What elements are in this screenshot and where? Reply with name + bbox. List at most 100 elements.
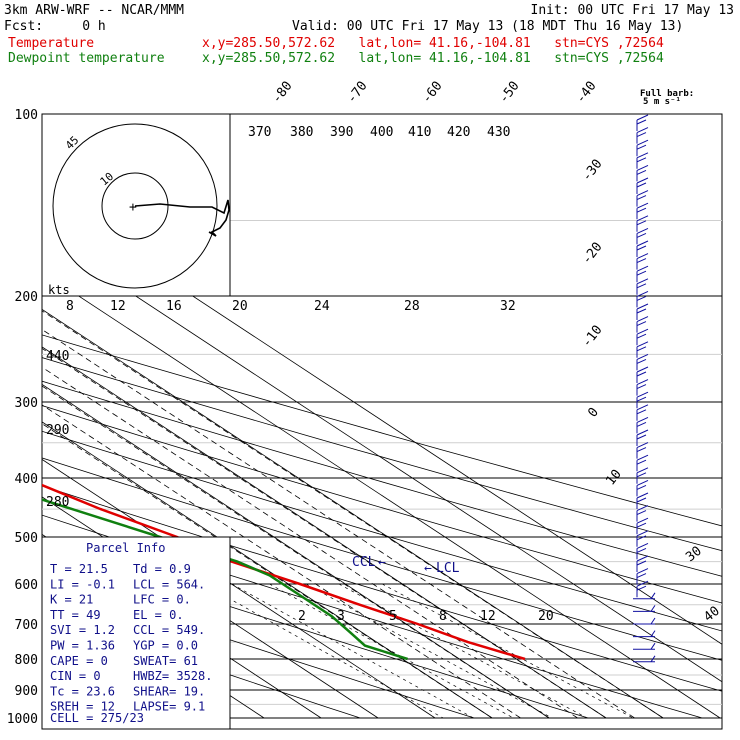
wind-barb — [633, 592, 656, 600]
wind-barb — [636, 177, 649, 194]
mixing-ratio-label: 3 — [337, 609, 345, 624]
temperature-profile — [42, 483, 526, 661]
mixing-ratio-line — [305, 583, 553, 719]
wind-barb — [636, 479, 649, 497]
model-title: 3km ARW-WRF -- NCAR/MMM — [4, 3, 185, 18]
wind-barb — [636, 391, 649, 409]
wind-barb — [636, 278, 649, 295]
isotherm-label: -60 — [419, 79, 445, 107]
parcel-stat-left: PW = 1.36 — [50, 639, 115, 653]
dry-adiabat — [42, 577, 475, 719]
pressure-label-1000: 1000 — [7, 712, 38, 727]
init-time: Init: 00 UTC Fri 17 May 13 — [530, 3, 735, 18]
mixing-ratio-label: 12 — [480, 609, 496, 624]
wind-barb — [636, 530, 649, 547]
parcel-stat-left: Tc = 23.6 — [50, 684, 115, 698]
lcl-marker: LCL — [436, 561, 460, 576]
pressure-label-500: 500 — [15, 531, 38, 546]
wind-barb — [633, 605, 656, 612]
hodograph-unit: kts — [48, 283, 70, 297]
hodograph-ring-outer — [52, 123, 218, 289]
dry-adiabat-label: 430 — [487, 125, 510, 140]
parcel-stat-left: SREH = 12 — [50, 700, 115, 714]
isotherm-label: -70 — [344, 79, 370, 107]
dry-adiabat — [42, 334, 722, 527]
wind-barb — [636, 517, 649, 535]
pressure-label-900: 900 — [15, 684, 38, 699]
ccl-marker: CCL — [352, 555, 376, 570]
mixing-ratio-line — [231, 583, 474, 719]
wind-barb — [636, 542, 649, 560]
parcel-info-box — [41, 536, 231, 730]
hodograph-frame — [41, 113, 231, 297]
wind-barb — [633, 655, 656, 663]
wind-barb — [636, 328, 649, 346]
parcel-stat-left: CIN = 0 — [50, 669, 101, 683]
wind-barb — [636, 416, 649, 434]
moist-adiabat — [42, 385, 550, 719]
mixing-ratio-line — [338, 583, 588, 719]
hodograph-scale-label: 32 — [500, 299, 516, 314]
parcel-stat-right: LCL = 564. — [133, 577, 205, 591]
moist-adiabat — [42, 423, 493, 719]
forecast-hour: Fcst: 0 h — [4, 19, 106, 34]
hodograph-trace — [134, 199, 230, 237]
dry-adiabat-label: 380 — [290, 125, 313, 140]
ccl-arrow: ← — [378, 555, 386, 570]
dry-adiabat-label: 440 — [46, 349, 69, 364]
wind-barb — [636, 253, 649, 270]
dry-adiabat — [42, 485, 722, 692]
wind-barb — [636, 341, 649, 358]
wind-barb — [636, 303, 649, 320]
dry-adiabat-label: 370 — [248, 125, 271, 140]
parcel-cell: CELL = 275/23 — [50, 711, 144, 725]
wind-barbs — [633, 114, 656, 663]
wind-barb — [636, 429, 649, 446]
dry-adiabat — [42, 380, 722, 577]
lcl-arrow: ← — [424, 561, 432, 576]
moist-adiabat — [42, 329, 635, 719]
isotherm-label: -80 — [269, 79, 295, 107]
hodograph-scale-label: 24 — [314, 299, 330, 314]
wind-barb — [636, 353, 649, 371]
dry-adiabat-label: 290 — [46, 423, 69, 438]
moist-adiabat — [42, 404, 521, 719]
wind-barb — [636, 164, 649, 182]
isotherm-label: -10 — [579, 323, 605, 351]
isotherm-label: -40 — [573, 79, 599, 107]
parcel-stat-right: SWEAT= 61 — [133, 654, 198, 668]
parcel-stat-right: LAPSE= 9.1 — [133, 700, 205, 714]
pressure-label-100: 100 — [15, 108, 38, 123]
isotherm-label: -50 — [496, 79, 522, 107]
dewpoint-location: x,y=285.50,572.62 lat,lon= 41.16,-104.81… — [202, 51, 664, 66]
wind-barb — [636, 240, 649, 257]
wind-barb — [636, 505, 649, 522]
parcel-stat-right: LFC = 0. — [133, 593, 191, 607]
parcel-stat-right: EL = 0. — [133, 608, 184, 622]
isotherm — [42, 421, 493, 719]
pressure-label-600: 600 — [15, 578, 38, 593]
isotherm-label: 10 — [603, 467, 624, 489]
wind-barb — [636, 580, 649, 598]
dewpoint-profile — [42, 498, 408, 661]
mixing-ratio-line — [382, 583, 634, 719]
wind-barb — [636, 139, 649, 157]
wind-barb — [636, 227, 649, 245]
hodograph-center: + — [129, 200, 137, 215]
wind-barb — [636, 404, 649, 421]
wind-barb — [636, 568, 649, 585]
dry-adiabat-label: 420 — [447, 125, 470, 140]
wind-barb — [636, 152, 649, 169]
hodograph-ring-inner — [101, 172, 169, 240]
dry-adiabat-label: 390 — [330, 125, 353, 140]
wind-barb — [636, 555, 649, 572]
wind-barb — [636, 454, 649, 472]
isotherm — [42, 458, 436, 719]
moist-adiabat — [42, 366, 578, 719]
pressure-label-200: 200 — [15, 290, 38, 305]
isotherm — [42, 233, 722, 683]
parcel-stat-left: TT = 49 — [50, 608, 101, 622]
temperature-legend: Temperature — [8, 36, 95, 51]
temperature-location: x,y=285.50,572.62 lat,lon= 41.16,-104.81… — [202, 36, 664, 51]
